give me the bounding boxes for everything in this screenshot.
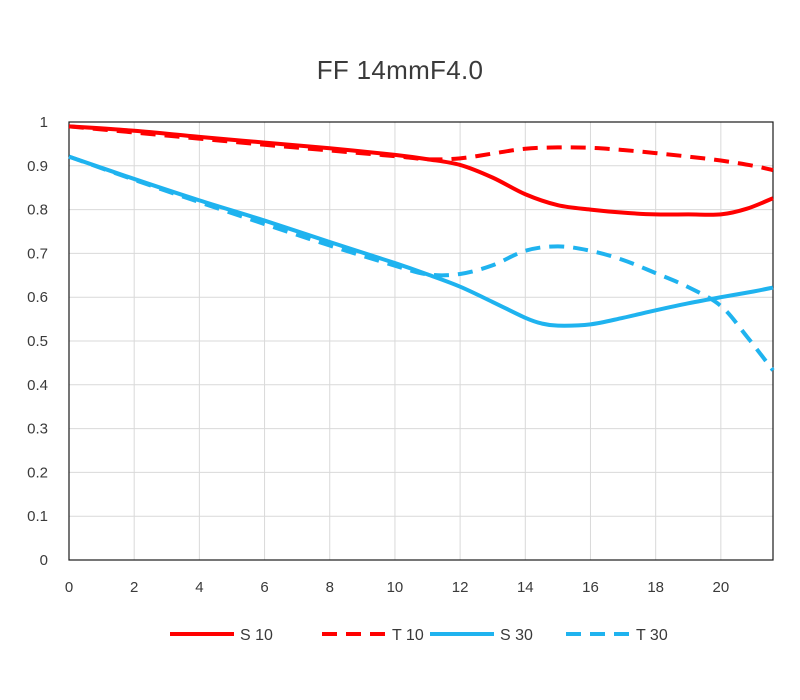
x-tick-label: 12 <box>452 579 469 596</box>
y-tick-label: 0.4 <box>27 377 48 394</box>
chart-title: FF 14mmF4.0 <box>316 55 484 85</box>
series-line-s10 <box>68 124 774 217</box>
y-tick-label: 0.6 <box>27 289 48 306</box>
legend-label-s10: S 10 <box>240 627 273 644</box>
y-tick-label: 0.5 <box>27 333 48 350</box>
x-tick-label: 20 <box>713 579 730 596</box>
x-tick-label: 16 <box>582 579 599 596</box>
y-tick-label: 0.9 <box>27 158 48 175</box>
y-tick-label: 0.7 <box>27 245 48 262</box>
legend-label-t10: T 10 <box>392 627 424 644</box>
x-tick-label: 10 <box>387 579 404 596</box>
x-tick-label: 8 <box>326 579 334 596</box>
legend-label-t30: T 30 <box>636 627 668 644</box>
y-tick-label: 1 <box>40 114 48 131</box>
y-tick-label: 0 <box>40 552 48 569</box>
y-tick-label: 0.2 <box>27 464 48 481</box>
x-tick-label: 4 <box>195 579 203 596</box>
plot-frame <box>68 121 774 561</box>
legend-label-s30: S 30 <box>500 627 533 644</box>
series-line-t30 <box>68 154 775 372</box>
series-line-t10 <box>68 124 774 173</box>
y-tick-label: 0.3 <box>27 421 48 438</box>
x-tick-label: 2 <box>130 579 138 596</box>
x-tick-label: 0 <box>65 579 73 596</box>
series-line-s30 <box>68 154 774 328</box>
x-tick-label: 18 <box>647 579 664 596</box>
x-tick-label: 6 <box>260 579 268 596</box>
y-tick-label: 0.1 <box>27 508 48 525</box>
y-tick-label: 0.8 <box>27 202 48 219</box>
x-tick-label: 14 <box>517 579 534 596</box>
